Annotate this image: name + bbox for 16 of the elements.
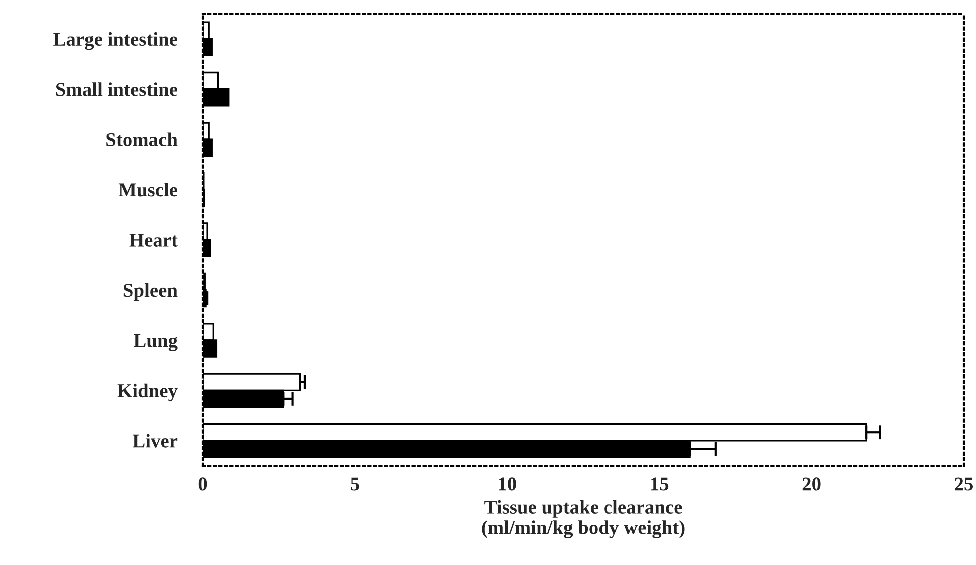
y-tick-label: Large intestine: [54, 32, 178, 50]
y-tick-label: Heart: [130, 234, 178, 247]
y-tick-label: Small intestine: [56, 82, 178, 96]
x-tick-label: 5: [351, 478, 360, 491]
y-tick-label: Spleen: [124, 283, 178, 302]
y-tick-label: Lung: [134, 334, 178, 352]
x-tick-label: 10: [499, 478, 516, 491]
y-tick-label: Stomach: [106, 132, 178, 146]
x-tick-label: 25: [955, 478, 974, 491]
y-tick-label: Muscle: [118, 183, 178, 197]
x-tick-label: 20: [802, 478, 821, 491]
x-axis-title: Tissue uptake clearance (ml/min/kg body weight): [482, 500, 685, 538]
x-tick-label: 0: [198, 478, 208, 491]
y-tick-label: Liver: [132, 434, 178, 448]
x-tick-label: 15: [651, 478, 669, 491]
y-tick-label: Kidney: [118, 384, 178, 402]
